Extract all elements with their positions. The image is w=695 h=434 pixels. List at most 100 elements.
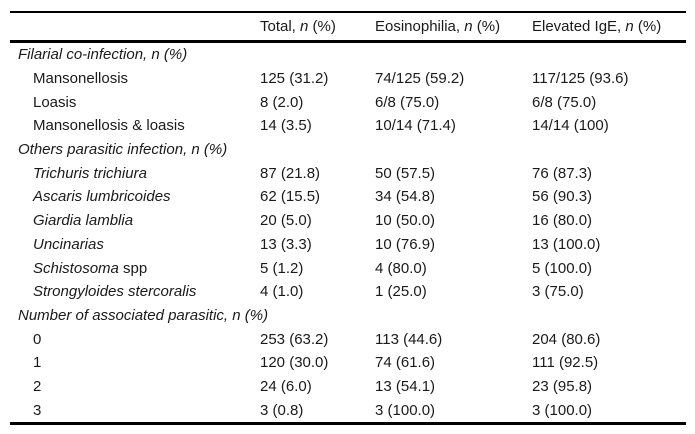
elevated-ige-cell: 23 (95.8) [532, 377, 593, 395]
column-header-eosinophilia-post: (%) [472, 18, 501, 35]
eosinophilia-cell: 10/14 (71.4) [375, 117, 456, 135]
elevated-ige-cell: 6/8 (75.0) [532, 93, 597, 111]
row-label: 0 [10, 327, 260, 351]
row-label-text: Uncinarias [33, 235, 104, 253]
eosinophilia-cell: 10 (50.0) [375, 212, 436, 230]
table-row: Ascaris lumbricoides 62 (15.5) 34 (54.8) 56… [10, 185, 686, 209]
row-label: 2 [10, 375, 260, 399]
section-header-row: Filarial co-infection, n (%) [10, 42, 686, 67]
section-title: Others parasitic infection, n (%) [18, 141, 228, 159]
section-header-row: Others parasitic infection, n (%) [10, 138, 686, 162]
eosinophilia-cell: 113 (44.6) [375, 330, 443, 348]
row-label-text: Giardia lamblia [33, 212, 134, 230]
elevated-ige-cell: 14/14 (100) [532, 117, 609, 135]
elevated-ige-cell: 3 (75.0) [532, 283, 584, 301]
elevated-ige-cell: 13 (100.0) [532, 235, 601, 253]
total-cell: 20 (5.0) [260, 212, 312, 230]
eosinophilia-cell: 4 (80.0) [375, 259, 427, 277]
elevated-ige-cell: 76 (87.3) [532, 164, 593, 182]
row-label-text: Loasis [33, 93, 77, 111]
column-header-total-n: n [300, 18, 309, 35]
row-label: 3 [10, 398, 260, 423]
total-cell: 13 (3.3) [260, 235, 312, 253]
column-header-eosinophilia: Eosinophilia, n (%) [375, 12, 532, 42]
row-label: Ascaris lumbricoides [10, 185, 260, 209]
paper-table-container: Total, n (%) Eosinophilia, n (%) Elevate… [10, 11, 686, 425]
row-label-text: 3 [33, 401, 42, 419]
table-header-row: Total, n (%) Eosinophilia, n (%) Elevate… [10, 12, 686, 42]
total-cell: 3 (0.8) [260, 401, 304, 419]
table-row: 2 24 (6.0) 13 (54.1) 23 (95.8) [10, 375, 686, 399]
row-label: Giardia lamblia [10, 209, 260, 233]
coinfection-table: Total, n (%) Eosinophilia, n (%) Elevate… [10, 11, 686, 425]
table-row: 0 253 (63.2) 113 (44.6) 204 (80.6) [10, 327, 686, 351]
header-spacer-cell [10, 12, 260, 42]
row-label: Loasis [10, 90, 260, 114]
table-row: Loasis 8 (2.0) 6/8 (75.0) 6/8 (75.0) [10, 90, 686, 114]
row-label: 1 [10, 351, 260, 375]
table-row: Trichuris trichiura 87 (21.8) 50 (57.5) 76 … [10, 161, 686, 185]
total-cell: 87 (21.8) [260, 164, 321, 182]
row-label-text: Strongyloides stercoralis [33, 283, 197, 301]
table-row: Mansonellosis 125 (31.2) 74/125 (59.2) 117/… [10, 67, 686, 91]
table-row: Strongyloides stercoralis 4 (1.0) 1 (25.0)… [10, 280, 686, 304]
elevated-ige-cell: 111 (92.5) [532, 354, 599, 372]
table-row: Uncinarias 13 (3.3) 10 (76.9) 13 (100.0) [10, 233, 686, 257]
elevated-ige-cell: 117/125 (93.6) [532, 70, 629, 88]
eosinophilia-cell: 1 (25.0) [375, 283, 427, 301]
row-label: Trichuris trichiura [10, 161, 260, 185]
row-label: Mansonellosis & loasis [10, 114, 260, 138]
row-label-text: 2 [33, 377, 42, 395]
row-label-suffix: spp [118, 259, 148, 277]
table-row: Mansonellosis & loasis 14 (3.5) 10/14 (71.… [10, 114, 686, 138]
row-label: Mansonellosis [10, 67, 260, 91]
eosinophilia-cell: 50 (57.5) [375, 164, 436, 182]
section-title: Number of associated parasitic, n (%) [18, 306, 269, 324]
row-label-text: Trichuris trichiura [33, 164, 147, 182]
column-header-eosinophilia-n: n [464, 18, 473, 35]
table-row: Giardia lamblia 20 (5.0) 10 (50.0) 16 (80.0… [10, 209, 686, 233]
column-header-total-pre: Total, [260, 18, 301, 35]
eosinophilia-cell: 3 (100.0) [375, 401, 436, 419]
table-row: 1 120 (30.0) 74 (61.6) 111 (92.5) [10, 351, 686, 375]
eosinophilia-cell: 74/125 (59.2) [375, 70, 465, 88]
total-cell: 125 (31.2) [260, 70, 329, 88]
column-header-elevated-ige-post: (%) [633, 18, 662, 35]
elevated-ige-cell: 3 (100.0) [532, 401, 593, 419]
row-label: Uncinarias [10, 233, 260, 257]
column-header-total: Total, n (%) [260, 12, 375, 42]
elevated-ige-cell: 16 (80.0) [532, 212, 593, 230]
table-row: Schistosoma spp 5 (1.2) 4 (80.0) 5 (100.0) [10, 256, 686, 280]
elevated-ige-cell: 56 (90.3) [532, 188, 593, 206]
total-cell: 62 (15.5) [260, 188, 321, 206]
row-label: Strongyloides stercoralis [10, 280, 260, 304]
total-cell: 24 (6.0) [260, 377, 312, 395]
eosinophilia-cell: 74 (61.6) [375, 354, 436, 372]
row-label-text: 1 [33, 354, 42, 372]
total-cell: 4 (1.0) [260, 283, 304, 301]
eosinophilia-cell: 13 (54.1) [375, 377, 436, 395]
elevated-ige-cell: 5 (100.0) [532, 259, 593, 277]
eosinophilia-cell: 10 (76.9) [375, 235, 436, 253]
table-body: Filarial co-infection, n (%) Mansonellosi… [10, 42, 686, 424]
row-label-text: Mansonellosis & loasis [33, 117, 185, 135]
row-label-text: Schistosoma [33, 259, 119, 277]
row-label-text: 0 [33, 330, 42, 348]
row-label-text: Mansonellosis [33, 70, 129, 88]
total-cell: 5 (1.2) [260, 259, 304, 277]
column-header-eosinophilia-pre: Eosinophilia, [375, 18, 465, 35]
eosinophilia-cell: 6/8 (75.0) [375, 93, 440, 111]
column-header-total-post: (%) [308, 18, 336, 35]
total-cell: 120 (30.0) [260, 354, 329, 372]
total-cell: 253 (63.2) [260, 330, 329, 348]
total-cell: 14 (3.5) [260, 117, 312, 135]
column-header-elevated-ige-pre: Elevated IgE, [532, 18, 626, 35]
eosinophilia-cell: 34 (54.8) [375, 188, 436, 206]
section-title: Filarial co-infection, n (%) [18, 46, 188, 64]
total-cell: 8 (2.0) [260, 93, 304, 111]
elevated-ige-cell: 204 (80.6) [532, 330, 601, 348]
column-header-elevated-ige-n: n [625, 18, 634, 35]
section-header-row: Number of associated parasitic, n (%) [10, 304, 686, 328]
table-row: 3 3 (0.8) 3 (100.0) 3 (100.0) [10, 398, 686, 423]
column-header-elevated-ige: Elevated IgE, n (%) [532, 12, 686, 42]
